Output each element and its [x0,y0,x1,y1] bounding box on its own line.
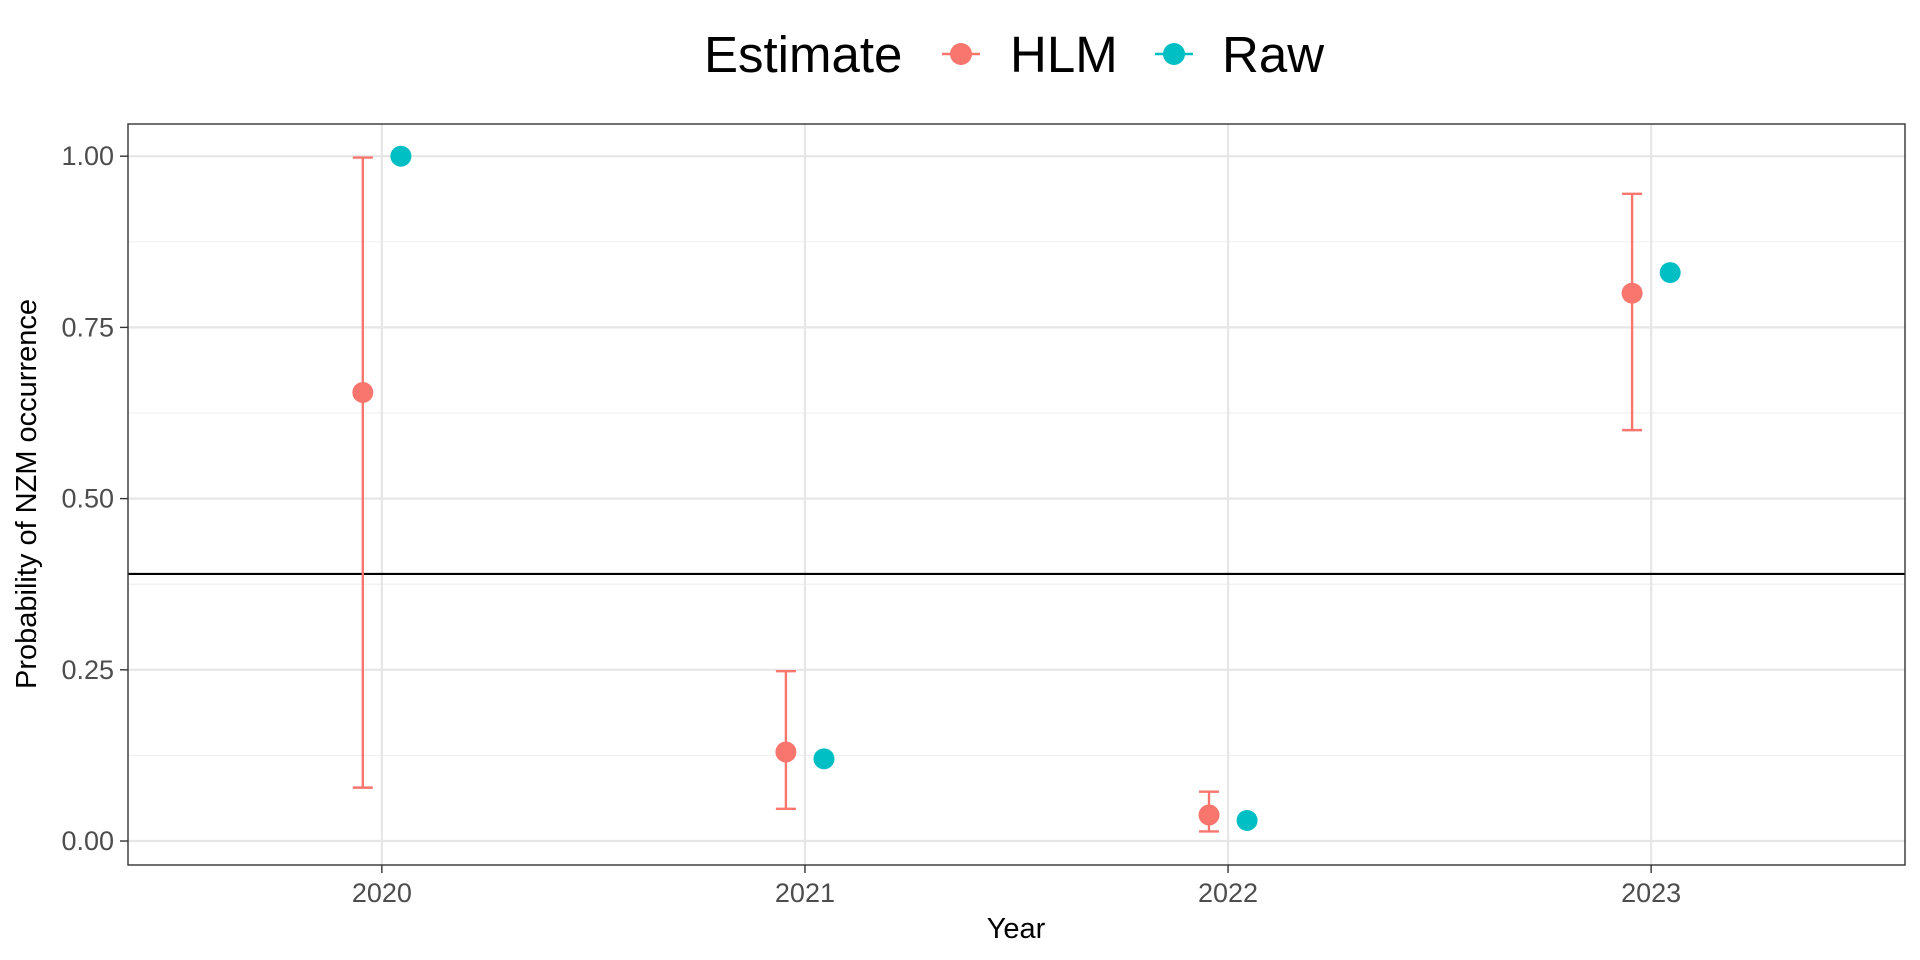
point-raw [1659,262,1681,284]
point-hlm [352,381,374,403]
x-tick-label: 2022 [1198,878,1258,908]
y-axis: 0.00 0.25 0.50 0.75 1.00 [61,141,128,856]
plot-panel [128,124,1905,865]
y-tick-label: 0.75 [61,312,114,342]
y-tick-label: 0.25 [61,655,114,685]
data-points [352,145,1681,831]
legend-key-point-hlm [950,43,972,65]
legend-item-raw: Raw [1155,26,1324,83]
grid-minor [128,241,1905,757]
point-hlm [775,741,797,763]
legend-item-hlm: HLM [942,26,1118,83]
legend-label-hlm: HLM [1010,26,1118,83]
x-axis: 2020 2021 2022 2023 [352,865,1681,908]
x-tick-label: 2020 [352,878,412,908]
y-axis-title: Probability of NZM occurrence [11,299,43,689]
x-tick-label: 2021 [775,878,835,908]
grid-major [128,124,1905,865]
point-raw [390,145,412,167]
x-axis-title: Year [987,913,1046,945]
x-tick-label: 2023 [1621,878,1681,908]
legend: Estimate HLM Raw [704,26,1324,83]
point-raw [813,748,835,770]
plot-border [127,123,1906,866]
legend-key-point-raw [1163,43,1185,65]
point-hlm [1621,282,1643,304]
y-tick-label: 0.50 [61,484,114,514]
legend-title: Estimate [704,26,902,83]
point-raw [1236,809,1258,831]
legend-label-raw: Raw [1222,26,1324,83]
error-bars [352,156,1643,833]
y-tick-label: 0.00 [61,826,114,856]
y-tick-label: 1.00 [61,141,114,171]
point-hlm [1198,804,1220,826]
